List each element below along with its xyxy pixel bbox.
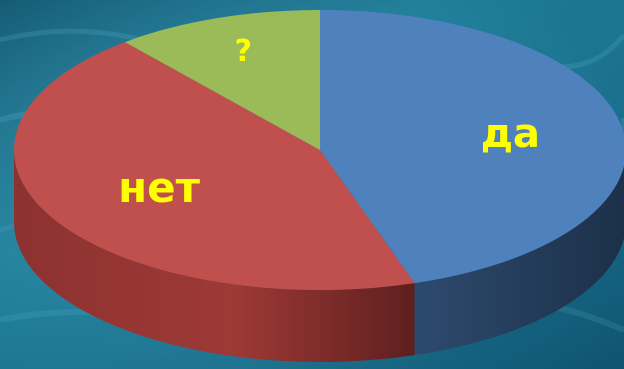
slice-label-question: ?: [235, 34, 252, 69]
pie-slices: [13, 9, 624, 291]
slice-label-net: нет: [118, 163, 201, 212]
slice-net: [13, 42, 415, 291]
slice-side-net: [14, 150, 415, 362]
slice-da: [320, 10, 624, 284]
pie-labels: да нет?: [118, 34, 540, 212]
slice-question: [124, 9, 320, 150]
slice-side-da: [414, 165, 624, 356]
slice-label-da: да: [481, 111, 540, 157]
